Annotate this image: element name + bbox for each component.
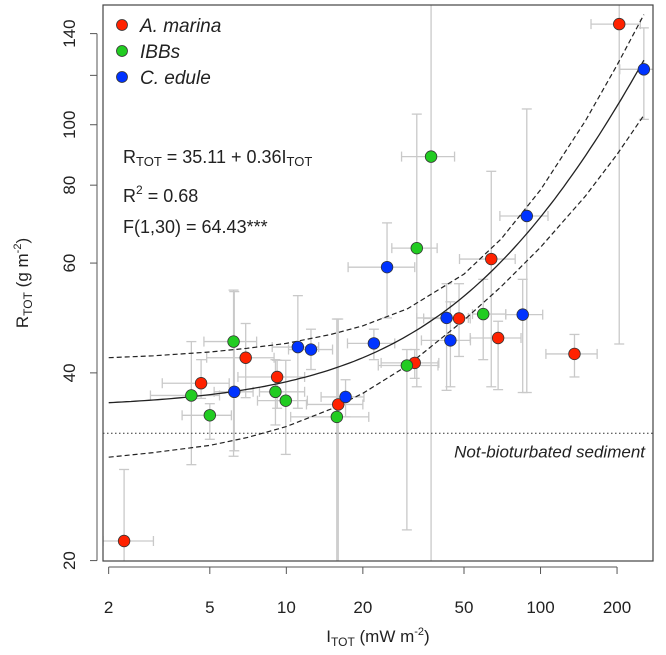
y-tick-label: 80 <box>60 176 79 195</box>
legend-marker-c-edule <box>116 71 128 83</box>
data-point <box>304 343 318 356</box>
x-tick-label: 10 <box>277 598 296 617</box>
data-point <box>485 252 498 266</box>
x-axis: 2 5 10 20 50 100 200 <box>104 566 631 617</box>
data-point <box>239 351 252 364</box>
y-axis-label: RTOT (g m-2) <box>12 238 35 328</box>
data-point <box>279 394 292 407</box>
error-bar <box>469 320 522 391</box>
r-squared: R2 = 0.68 <box>123 183 198 206</box>
data-point <box>637 63 651 76</box>
data-point <box>568 347 581 361</box>
y-tick-label: 40 <box>60 363 79 382</box>
legend-label: IBBs <box>140 42 181 63</box>
x-tick-label: 5 <box>205 598 214 617</box>
x-tick-label: 20 <box>353 598 372 617</box>
plot-frame <box>102 4 654 562</box>
legend-marker-a-marina <box>116 19 128 31</box>
data-point <box>380 260 394 274</box>
x-tick-label: 100 <box>526 598 554 617</box>
data-point <box>117 534 131 548</box>
ci-upper-line <box>108 14 645 359</box>
error-bar <box>290 318 370 561</box>
legend-marker-ibbs <box>116 45 128 57</box>
error-bar <box>305 318 364 561</box>
data-point <box>452 312 466 325</box>
data-point <box>491 331 505 345</box>
y-tick-label: 140 <box>60 19 79 47</box>
x-tick-label: 2 <box>104 598 113 617</box>
data-point <box>270 370 284 384</box>
data-point <box>330 410 344 424</box>
error-bar <box>471 278 507 361</box>
data-point <box>424 150 438 163</box>
regression-equation: RTOT = 35.11 + 0.36ITOT <box>123 147 312 169</box>
fit-and-ci <box>108 14 645 458</box>
data-point <box>613 17 626 31</box>
data-point <box>400 359 414 372</box>
data-point <box>440 311 453 325</box>
y-tick-label: 20 <box>60 551 79 570</box>
x-axis-label: ITOT (mW m-2) <box>326 626 429 649</box>
annotations: RTOT = 35.11 + 0.36ITOT R2 = 0.68 F(1,30… <box>123 147 312 237</box>
data-point <box>291 340 305 354</box>
data-point <box>520 209 533 223</box>
data-point <box>203 409 217 422</box>
legend-label: A. marina <box>139 16 221 37</box>
error-bar <box>347 222 416 319</box>
error-bar <box>377 348 439 531</box>
legend: A. marina IBBs C. edule <box>116 16 221 89</box>
data-point <box>227 335 240 348</box>
y-axis: 20 40 60 80 100 140 <box>60 19 98 570</box>
data-point <box>477 307 490 321</box>
data-points <box>117 17 651 548</box>
error-bar <box>590 5 641 345</box>
data-point <box>367 337 381 350</box>
data-point <box>185 389 198 402</box>
data-point <box>516 308 529 321</box>
x-tick-label: 50 <box>455 598 474 617</box>
f-statistic: F(1,30) = 64.43*** <box>123 217 268 237</box>
error-bar <box>203 289 258 457</box>
data-point <box>444 334 457 347</box>
y-tick-label: 100 <box>60 111 79 139</box>
data-point <box>228 385 241 399</box>
error-bar <box>103 468 155 561</box>
data-point <box>269 385 282 399</box>
data-point <box>339 390 352 404</box>
x-tick-label: 200 <box>603 598 631 617</box>
fit-line <box>108 59 645 404</box>
error-bar <box>499 108 549 394</box>
data-point <box>410 241 423 255</box>
reference-line-label: Not-bioturbated sediment <box>454 442 646 461</box>
error-bar <box>181 403 233 440</box>
ci-lower-line <box>108 114 645 458</box>
y-tick-label: 60 <box>60 254 79 273</box>
error-bar <box>505 278 544 394</box>
data-point <box>332 398 345 411</box>
data-point <box>194 377 208 390</box>
legend-label: C. edule <box>140 68 211 89</box>
